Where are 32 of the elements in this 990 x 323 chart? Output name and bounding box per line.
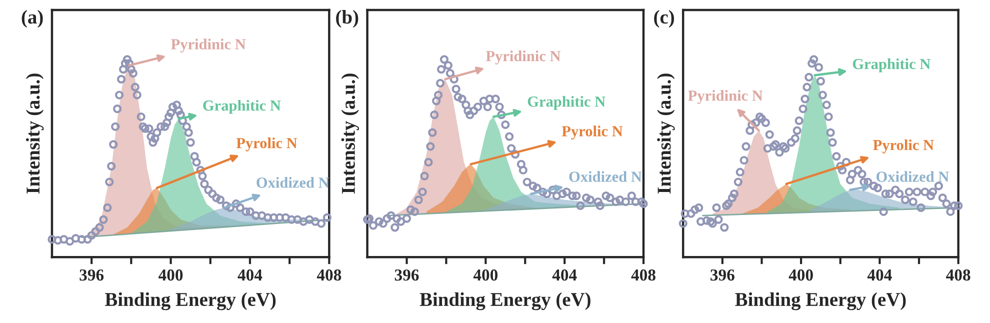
x-axis-title: Binding Energy (eV) bbox=[420, 292, 590, 310]
y-axis-title: Intensity (a.u.) bbox=[26, 74, 44, 194]
series-label: Pyridinic N bbox=[688, 90, 763, 104]
chart-title: (a) bbox=[22, 10, 43, 28]
x-tick-label: 400 bbox=[788, 269, 813, 281]
legend-label: Graphitic N bbox=[528, 96, 606, 110]
series-label: Oxidized N bbox=[569, 171, 642, 182]
x-tick-label: 408 bbox=[946, 269, 970, 281]
chart-title: (b) bbox=[336, 10, 358, 28]
text: Pyrolic N bbox=[236, 137, 298, 152]
text: Pyridinic N bbox=[171, 38, 246, 53]
x-axis-title: Binding Energy (eV) bbox=[105, 292, 276, 310]
text: Pyridinic N bbox=[486, 50, 561, 64]
series-label: Oxidized N bbox=[876, 171, 949, 182]
x-tick-label: 400 bbox=[473, 269, 498, 281]
chart-title: (c) bbox=[654, 10, 674, 28]
y-axis-title: Intensity (a.u.) bbox=[657, 74, 675, 194]
x-tick-label: 408 bbox=[631, 269, 656, 281]
x-tick-label: 404 bbox=[867, 269, 892, 281]
text: Pyrolic N bbox=[562, 126, 623, 140]
x-tick-label: 396 bbox=[80, 269, 104, 281]
x-tick-label: 404 bbox=[552, 269, 577, 281]
legend-label: Graphitic N bbox=[203, 100, 281, 114]
x-tick-label: 396 bbox=[710, 269, 734, 281]
x-tick-label: 404 bbox=[238, 269, 262, 281]
x-tick-label: 396 bbox=[394, 269, 419, 281]
text: Pyrolic N bbox=[873, 139, 934, 154]
x-tick-label: 400 bbox=[158, 269, 183, 281]
legend-label: Graphitic N bbox=[852, 58, 930, 72]
y-axis-title: Intensity (a.u.) bbox=[341, 74, 359, 194]
x-tick-label: 408 bbox=[316, 269, 342, 281]
x-axis-title: Binding Energy (eV) bbox=[735, 292, 906, 310]
